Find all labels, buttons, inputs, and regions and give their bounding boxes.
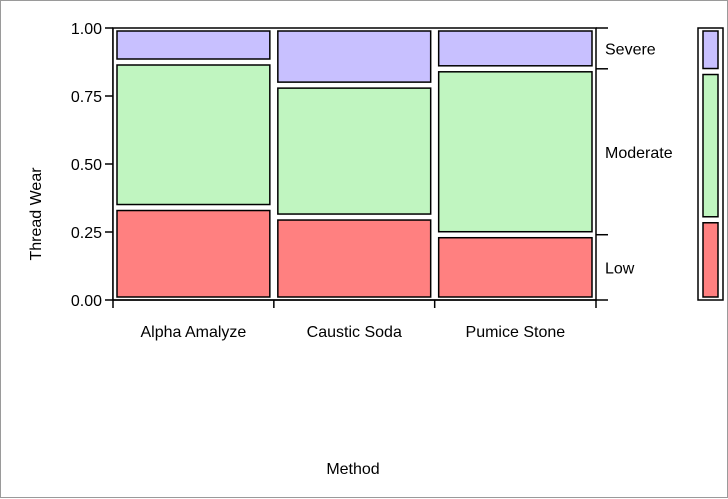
mosaic-cell-severe — [437, 30, 593, 67]
mosaic-cell-low — [116, 209, 271, 298]
mosaic-cell-moderate — [437, 71, 593, 233]
y-axis: 0.00 0.25 0.50 0.75 1.00 — [71, 21, 114, 310]
marginal-bar — [697, 27, 724, 301]
x-tick-label: Pumice Stone — [466, 324, 566, 341]
mosaic-cell-severe — [116, 30, 271, 60]
mosaic-cell-severe — [277, 30, 432, 83]
mosaic-cell-moderate — [277, 87, 432, 215]
level-label-low: Low — [605, 260, 635, 277]
mosaic-cell-low — [277, 219, 432, 298]
y-tick-label: 0.00 — [71, 293, 102, 310]
y-tick-label: 1.00 — [71, 21, 102, 38]
marginal-cell-moderate — [702, 73, 719, 218]
level-labels: Low Moderate Severe — [596, 27, 673, 301]
x-tick-label: Alpha Amalyze — [140, 324, 246, 341]
mosaic-cell-low — [437, 236, 593, 298]
x-axis-title: Method — [326, 461, 379, 478]
marginal-cell-low — [702, 222, 719, 298]
level-label-severe: Severe — [605, 41, 656, 58]
x-tick-label: Caustic Soda — [307, 324, 402, 341]
y-tick-label: 0.50 — [71, 157, 102, 174]
mosaic-cell-moderate — [116, 64, 271, 206]
y-tick-label: 0.75 — [71, 89, 102, 106]
x-axis: Alpha Amalyze Caustic Soda Pumice Stone — [112, 299, 597, 341]
y-axis-title: Thread Wear — [28, 167, 45, 261]
marginal-cell-severe — [702, 30, 719, 70]
y-tick-label: 0.25 — [71, 225, 102, 242]
level-label-moderate: Moderate — [605, 145, 673, 162]
mosaic-cells — [112, 27, 597, 301]
